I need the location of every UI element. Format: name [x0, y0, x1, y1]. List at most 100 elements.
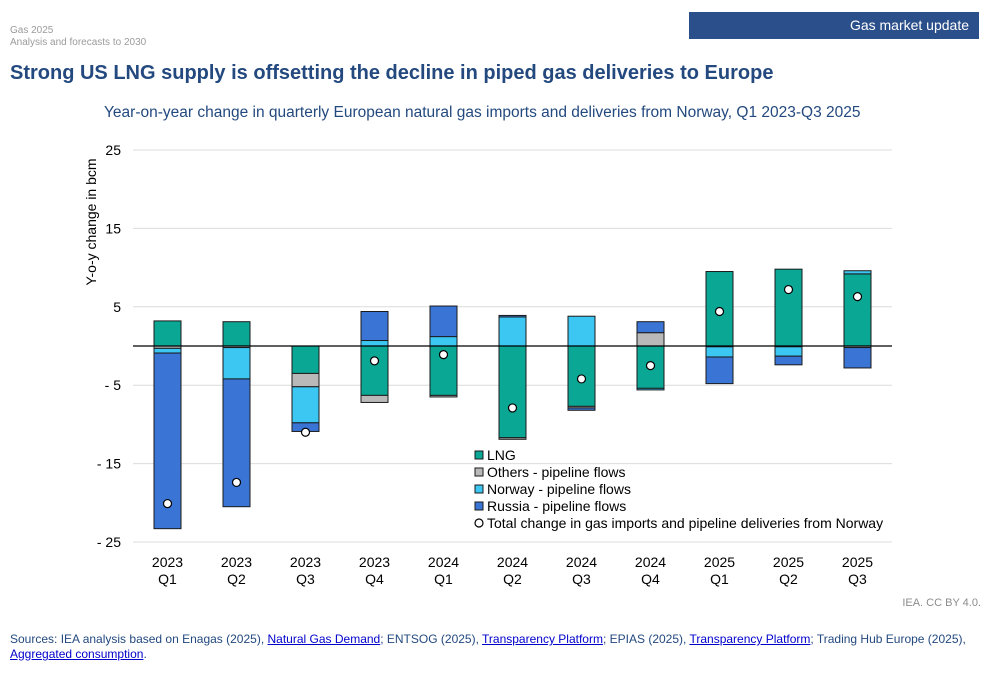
x-tick-quarter: Q3 [572, 571, 591, 587]
bar-russia-2023-q4 [360, 311, 389, 342]
x-tick-quarter: Q2 [503, 571, 522, 587]
bar-norway-2025-q3 [843, 270, 872, 275]
x-tick-year: 2023 [359, 554, 390, 570]
bar-norway-2025-q2 [774, 346, 803, 357]
legend-swatch-total [474, 518, 484, 528]
bar-lng-2023-q4 [360, 345, 389, 396]
chart-title: Year-on-year change in quarterly Europea… [104, 104, 861, 121]
bar-russia-2023-q2 [222, 378, 251, 508]
legend-swatch-norway [474, 484, 484, 494]
bar-russia-2025-q2 [774, 355, 803, 366]
bar-norway-2023-q2 [222, 347, 251, 380]
bar-norway-2025-q1 [705, 346, 734, 358]
bar-others-2023-q3 [291, 372, 320, 388]
x-tick-quarter: Q1 [434, 571, 453, 587]
x-tick-quarter: Q2 [227, 571, 246, 587]
total-marker-2023-q2 [231, 477, 242, 488]
legend-swatch-others [474, 467, 484, 477]
bar-norway-2024-q3 [567, 315, 596, 347]
bar-lng-2023-q2 [222, 321, 251, 347]
total-marker-2023-q4 [369, 356, 380, 366]
legend-label-norway: Norway - pipeline flows [487, 481, 631, 497]
x-tick-quarter: Q1 [710, 571, 729, 587]
x-tick-year: 2023 [290, 554, 321, 570]
bar-others-2024-q2 [498, 437, 527, 440]
total-marker-2025-q1 [714, 306, 725, 317]
sources-sep: ; EPIAS (2025), [602, 632, 690, 646]
y-tick-label: - 15 [97, 456, 121, 472]
legend-label-lng: LNG [487, 447, 516, 463]
y-tick-label: 5 [113, 299, 121, 315]
total-marker-2024-q1 [438, 350, 449, 360]
sources-sep: ; ENTSOG (2025), [380, 632, 483, 646]
x-tick-year: 2023 [152, 554, 183, 570]
source-link-entsog-transparency[interactable]: Transparency Platform [482, 632, 603, 646]
source-link-aggregated-consumption[interactable]: Aggregated consumption [10, 647, 144, 661]
bar-lng-2024-q2 [498, 345, 527, 439]
bar-others-2024-q1 [429, 394, 458, 398]
total-marker-2025-q3 [852, 292, 863, 302]
x-tick-year: 2024 [635, 554, 666, 570]
x-tick-year: 2025 [773, 554, 804, 570]
document-subtitle: Analysis and forecasts to 2030 [10, 37, 147, 48]
sources-note: Sources: IEA analysis based on Enagas (2… [10, 632, 985, 662]
bar-russia-2025-q1 [705, 356, 734, 385]
x-tick-year: 2025 [842, 554, 873, 570]
section-banner: Gas market update [689, 12, 979, 39]
bar-lng-2025-q2 [774, 268, 803, 347]
sources-end: . [143, 647, 147, 661]
document-name: Gas 2025 [10, 25, 54, 36]
x-tick-quarter: Q1 [158, 571, 177, 587]
y-tick-label: - 25 [97, 534, 121, 550]
bar-lng-2025-q3 [843, 273, 872, 347]
x-tick-quarter: Q3 [848, 571, 867, 587]
x-tick-quarter: Q4 [365, 571, 384, 587]
total-marker-2023-q3 [300, 427, 311, 437]
y-tick-label: 25 [105, 142, 121, 158]
total-marker-2025-q2 [783, 284, 794, 295]
x-tick-year: 2025 [704, 554, 735, 570]
x-tick-year: 2024 [497, 554, 528, 570]
bar-norway-2024-q1 [429, 336, 458, 347]
x-tick-quarter: Q3 [296, 571, 315, 587]
total-marker-2023-q1 [162, 498, 173, 509]
bar-lng-2023-q3 [291, 345, 320, 374]
y-tick-label: - 5 [105, 377, 122, 393]
total-marker-2024-q4 [645, 361, 656, 371]
bar-norway-2024-q4 [636, 387, 665, 391]
legend-swatch-russia [474, 501, 484, 511]
y-axis-label: Y-o-y change in bcm [83, 158, 99, 285]
legend-label-russia: Russia - pipeline flows [487, 498, 626, 514]
page-headline: Strong US LNG supply is offsetting the d… [10, 62, 774, 84]
y-tick-label: 15 [105, 220, 121, 236]
total-marker-2024-q3 [576, 374, 587, 384]
total-marker-2024-q2 [507, 403, 518, 413]
document-title: Gas 2025 Analysis and forecasts to 2030 [10, 25, 146, 49]
bar-russia-2025-q3 [843, 347, 872, 369]
sources-prefix: Sources: IEA analysis based on Enagas (2… [10, 632, 268, 646]
bar-russia-2024-q2 [498, 314, 527, 318]
legend-swatch-lng [474, 450, 484, 460]
x-tick-year: 2023 [221, 554, 252, 570]
bar-norway-2024-q2 [498, 316, 527, 347]
legend-label-total: Total change in gas imports and pipeline… [487, 515, 883, 531]
bar-norway-2023-q4 [360, 340, 389, 347]
bar-russia-2024-q1 [429, 305, 458, 338]
bar-others-2023-q4 [360, 394, 389, 403]
x-tick-quarter: Q4 [641, 571, 660, 587]
source-link-epias-transparency[interactable]: Transparency Platform [689, 632, 811, 646]
bar-lng-2023-q1 [153, 320, 182, 347]
bar-others-2024-q4 [636, 332, 665, 347]
x-tick-year: 2024 [566, 554, 597, 570]
legend-label-others: Others - pipeline flows [487, 464, 626, 480]
sources-sep: ; Trading Hub Europe (2025), [810, 632, 966, 646]
source-link-natural-gas-demand[interactable]: Natural Gas Demand [267, 632, 381, 646]
x-tick-quarter: Q2 [779, 571, 798, 587]
x-tick-year: 2024 [428, 554, 459, 570]
bar-russia-2024-q3 [567, 407, 596, 411]
bar-russia-2024-q4 [636, 321, 665, 334]
credit-line: IEA. CC BY 4.0. [902, 597, 981, 609]
bar-norway-2023-q3 [291, 386, 320, 424]
bar-norway-2023-q1 [153, 347, 182, 354]
